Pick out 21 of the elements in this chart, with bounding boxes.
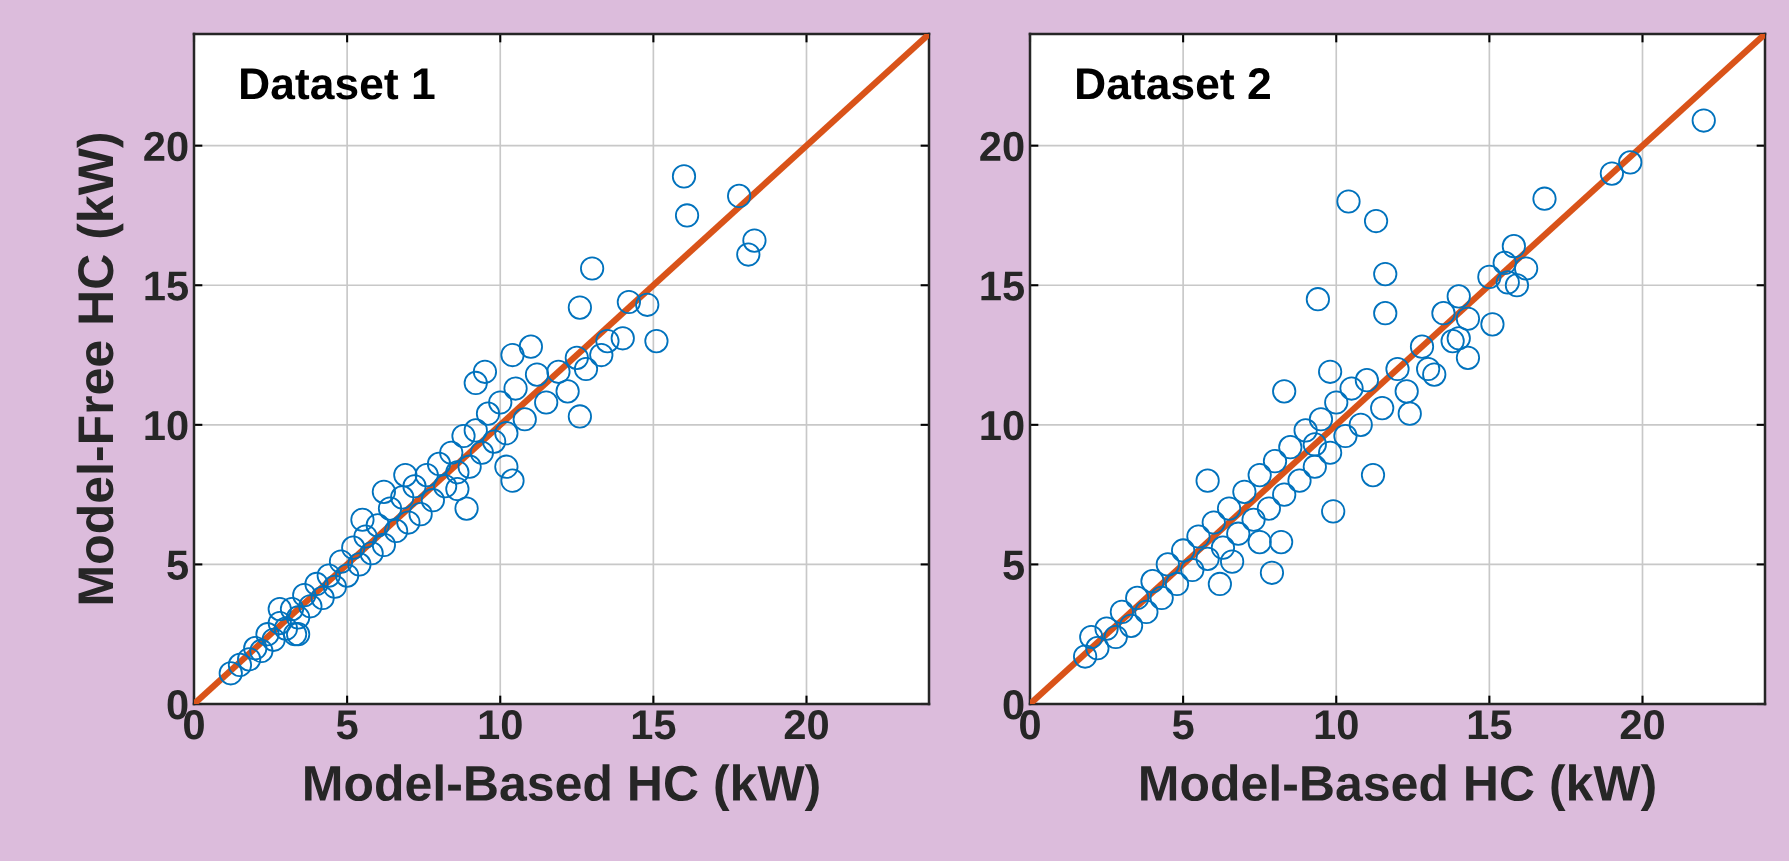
y-tick-label: 20 — [144, 131, 188, 162]
y-tick-label: 5 — [1003, 550, 1024, 580]
y-tick-label: 5 — [167, 550, 188, 580]
x-tick-label: 10 — [479, 709, 522, 740]
x-axis-title: Model-Based HC (kW) — [305, 764, 819, 811]
x-tick-label: 5 — [336, 710, 358, 740]
y-tick-label: 10 — [981, 410, 1024, 441]
x-tick-label: 10 — [1315, 709, 1358, 740]
y-axis-title: Model-Free HC (kW) — [76, 133, 124, 604]
y-tick-label: 10 — [145, 410, 188, 441]
x-tick-label: 20 — [1620, 709, 1664, 740]
y-tick-label: 15 — [981, 271, 1024, 301]
y-tick-label: 15 — [145, 271, 188, 301]
text: Dataset 1 — [241, 68, 435, 100]
x-tick-label: 20 — [784, 709, 828, 740]
x-tick-label: 5 — [1172, 710, 1194, 740]
x-tick-label: 15 — [1468, 710, 1512, 740]
text: Dataset 2 — [1077, 68, 1270, 100]
x-axis-title: Model-Based HC (kW) — [1141, 764, 1655, 811]
y-tick-label: 20 — [980, 131, 1024, 162]
x-tick-label: 15 — [632, 710, 676, 740]
